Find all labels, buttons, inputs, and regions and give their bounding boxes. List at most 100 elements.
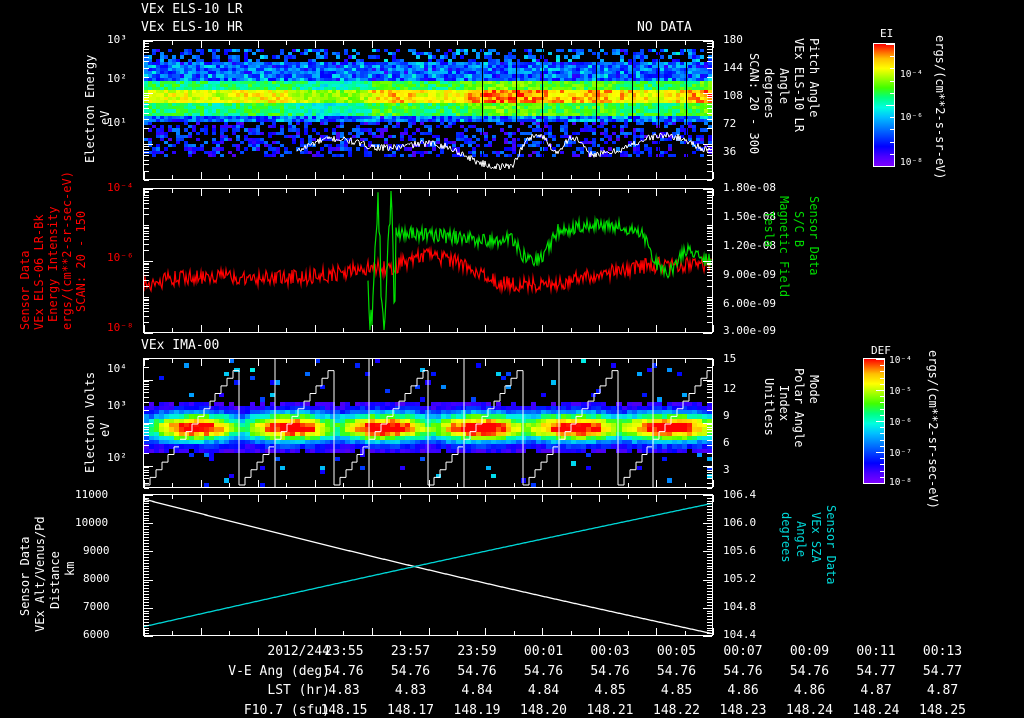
colorbar-tick: [876, 452, 884, 453]
panel4-timeseries: [143, 494, 714, 637]
colorbar-tick: [880, 464, 884, 465]
footer-row-label-3: F10.7 (sfu): [243, 702, 330, 718]
panel3-title: VEx IMA-00: [141, 338, 220, 353]
panel4-right-axis-title-1: VEx SZA: [809, 512, 823, 563]
panel3-ytick-1: 10³: [107, 399, 127, 412]
footer-cell-r3-c0: 148.15: [320, 702, 368, 718]
panel3-ytick-2: 10²: [107, 451, 127, 464]
panel3-ytick-0: 10⁴: [107, 362, 127, 375]
panel3-canvas: [144, 359, 712, 487]
colorbar-tick: [880, 409, 884, 410]
colorbar-tick: [880, 458, 884, 459]
panel3-rtick-0: 15: [723, 352, 737, 365]
colorbar-tick: [890, 142, 894, 143]
panel3-right-axis-title-2: Index: [777, 385, 791, 422]
panel1-cb-tick-2: 10⁻⁸: [900, 157, 923, 168]
footer-cell-r2-c7: 4.86: [793, 683, 826, 698]
footer-cell-r2-c3: 4.84: [527, 683, 560, 698]
panel4-rtick-5: 104.4: [723, 628, 757, 641]
panel1-ytick-2: 10¹: [107, 116, 127, 129]
panel3-spectrogram: [143, 358, 714, 489]
panel2-canvas: [144, 189, 712, 332]
panel2-right-axis-title-3: Tesla: [762, 211, 776, 248]
colorbar-tick: [880, 402, 884, 403]
panel3-rtick-2: 9: [723, 409, 730, 422]
colorbar-tick: [876, 483, 884, 484]
panel1-title-lr: VEx ELS-10 LR: [141, 2, 243, 17]
footer-row-label-2: LST (hr): [267, 683, 330, 698]
footer-cell-r0-c4: 00:03: [590, 644, 630, 659]
panel1-right-axis-title-2: Angle: [777, 68, 791, 105]
panel1-cb-tick-1: 10⁻⁶: [900, 112, 923, 123]
footer-cell-r3-c1: 148.17: [387, 702, 434, 718]
panel1-canvas: [144, 41, 712, 179]
panel1-colorbar-label: EI: [880, 27, 894, 40]
footer-cell-r0-c8: 00:11: [856, 644, 896, 659]
colorbar-tick: [880, 433, 884, 434]
panel1-title-hr: VEx ELS-10 HR: [141, 20, 243, 35]
panel2-right-axis-title-1: S/C B: [792, 211, 806, 248]
colorbar-tick: [880, 378, 884, 379]
panel3-cb-tick-0: 10⁻⁴: [889, 355, 912, 366]
panel4-ltick-3: 8000: [83, 572, 110, 585]
panel4-rtick-4: 104.8: [723, 600, 757, 613]
colorbar-tick: [880, 427, 884, 428]
panel1-colorbar-units: ergs/(cm**2-s-sr-eV): [933, 35, 947, 180]
panel2-rtick-2: 1.20e-08: [723, 239, 776, 252]
panel1-right-axis-title-4: SCAN: 20 - 300: [747, 53, 761, 155]
colorbar-tick: [886, 105, 894, 106]
footer-cell-r0-c0: 23:55: [324, 644, 364, 659]
footer-cell-r3-c3: 148.20: [520, 702, 567, 718]
footer-cell-r2-c6: 4.86: [727, 683, 759, 698]
colorbar-tick: [880, 471, 884, 472]
panel1-rtick-2: 108: [723, 89, 743, 102]
colorbar-tick: [876, 359, 884, 360]
panel4-ltick-4: 7000: [83, 600, 110, 613]
footer-cell-r2-c8: 4.87: [860, 683, 892, 698]
panel1-no-data-label: NO DATA: [637, 20, 692, 35]
colorbar-tick: [880, 440, 884, 441]
panel1-cb-tick-0: 10⁻⁴: [900, 69, 923, 80]
footer-cell-r2-c0: 4.83: [328, 683, 360, 698]
footer-cell-r0-c7: 00:09: [789, 644, 830, 659]
panel1-right-axis-title-1: VEx ELS-10 LR: [792, 38, 806, 132]
footer-cell-r0-c6: 00:07: [723, 644, 763, 659]
colorbar-tick: [880, 477, 884, 478]
footer-cell-r0-c3: 00:01: [523, 644, 564, 659]
footer-cell-r0-c2: 23:59: [457, 644, 497, 659]
panel2-right-axis-title-2: Magnetic Field: [777, 196, 791, 298]
panel4-right-axis-title-3: degrees: [779, 512, 793, 563]
colorbar-tick: [880, 384, 884, 385]
colorbar-tick: [876, 390, 884, 391]
colorbar-tick: [876, 421, 884, 422]
panel3-right-axis-title-1: Polar Angle: [792, 368, 806, 448]
colorbar-tick: [890, 129, 894, 130]
panel1-ytick-1: 10²: [107, 72, 127, 85]
panel4-left-axis-title-1: VEx Alt/Venus/Pd: [33, 516, 47, 632]
colorbar-tick: [880, 415, 884, 416]
footer-cell-r1-c4: 54.76: [590, 663, 630, 679]
footer-cell-r3-c8: 148.24: [852, 702, 900, 718]
footer-cell-r0-c9: 00:13: [922, 644, 963, 659]
panel1-left-axis-title-1: eV: [98, 110, 112, 125]
footer-cell-r3-c4: 148.21: [586, 702, 634, 718]
footer-cell-r1-c7: 54.76: [789, 663, 830, 679]
panel2-ltick-2: 10⁻⁸: [107, 321, 134, 334]
panel1-left-axis-title-0: Electron Energy: [83, 54, 97, 163]
panel4-rtick-0: 106.4: [723, 488, 757, 501]
colorbar-tick: [890, 154, 894, 155]
footer-cell-r2-c4: 4.85: [594, 683, 626, 698]
footer-cell-r2-c1: 4.83: [394, 683, 427, 698]
footer-cell-r3-c5: 148.22: [653, 702, 700, 718]
panel3-left-axis-title-0: Electron Volts: [83, 371, 97, 473]
panel3-cb-tick-2: 10⁻⁶: [889, 417, 912, 428]
panel2-ltick-0: 10⁻⁴: [107, 181, 134, 194]
panel1-colorbar: [873, 43, 895, 167]
panel4-left-axis-title-0: Sensor Data: [18, 536, 32, 616]
panel4-rtick-1: 106.0: [723, 516, 757, 529]
footer-cell-r1-c1: 54.76: [390, 663, 431, 679]
footer-cell-r3-c7: 148.24: [786, 702, 833, 718]
footer-cell-r0-c1: 23:57: [390, 644, 431, 659]
footer-cell-r0-c5: 00:05: [656, 644, 697, 659]
